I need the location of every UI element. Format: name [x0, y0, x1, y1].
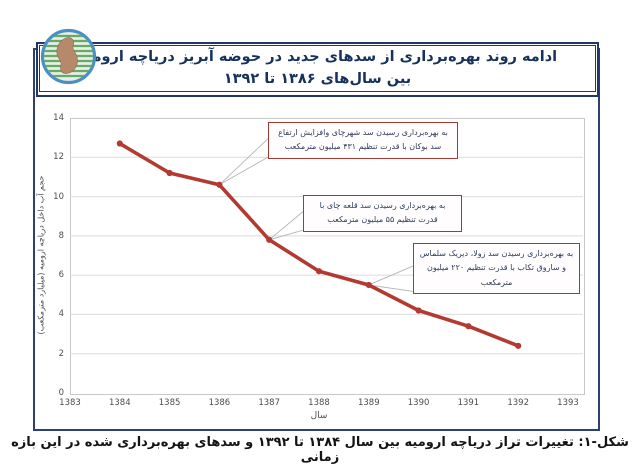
annotation-box-zola-saruq: به بهره‌برداری رسیدن سد زولا، دیریک سلما…	[413, 243, 580, 295]
y-tick-label: 10	[53, 191, 64, 202]
data-point-marker	[166, 169, 173, 177]
x-tick-label: 1389	[357, 398, 380, 408]
y-tick-label: 4	[58, 309, 64, 320]
y-tick-label: 6	[58, 270, 64, 281]
y-tick-label: 12	[53, 152, 64, 163]
x-tick-label: 1385	[158, 398, 181, 408]
title-banner: ادامه روند بهره‌برداری از سدهای جدید در …	[36, 42, 599, 97]
x-tick-label: 1386	[208, 398, 231, 408]
y-tick-label: 14	[53, 113, 64, 123]
data-point-marker	[415, 307, 422, 314]
figure-title-line2: بین سال‌های ۱۳۸۶ تا ۱۳۹۲	[223, 70, 412, 87]
annotation-leader-line	[368, 284, 414, 292]
x-tick-label: 1391	[457, 398, 480, 408]
y-tick-label: 0	[58, 388, 64, 398]
figure-title-line1: ادامه روند بهره‌برداری از سدهای جدید در …	[77, 49, 558, 66]
data-point-marker	[365, 281, 372, 289]
lake-urmia-logo-icon	[40, 28, 97, 85]
annotation-leader-line	[219, 156, 269, 186]
data-point-marker	[266, 236, 273, 243]
x-tick-label: 1390	[407, 398, 430, 408]
x-tick-label: 1387	[258, 398, 281, 408]
data-point-marker	[116, 140, 123, 147]
title-banner-inner: ادامه روند بهره‌برداری از سدهای جدید در …	[39, 45, 596, 92]
data-point-marker	[216, 181, 223, 188]
annotation-box-shahrchai-bukan: به بهره‌برداری رسیدن سد شهرچای وافزایش ا…	[268, 122, 458, 159]
data-point-marker	[465, 323, 472, 330]
data-point-marker	[315, 268, 323, 275]
x-tick-label: 1383	[59, 398, 81, 408]
x-tick-label: 1393	[557, 398, 579, 408]
x-tick-label: 1392	[507, 398, 530, 408]
y-tick-label: 8	[58, 230, 64, 241]
figure-caption: شکل-۱: تغییرات تراز دریاچه ارومیه بین سا…	[11, 435, 629, 465]
data-point-marker	[515, 342, 522, 349]
x-axis-title: سال	[310, 411, 328, 421]
y-tick-label: 2	[58, 348, 64, 359]
x-tick-label: 1388	[308, 398, 330, 408]
x-tick-label: 1384	[108, 398, 131, 408]
annotation-box-qalehchai: به بهره‌برداری رسیدن سد قلعه چای با قدرت…	[303, 195, 462, 232]
annotation-leader-line	[368, 265, 414, 286]
annotation-leader-line	[269, 229, 304, 241]
annotation-leader-line	[268, 211, 304, 241]
annotation-leader-line	[219, 138, 269, 186]
